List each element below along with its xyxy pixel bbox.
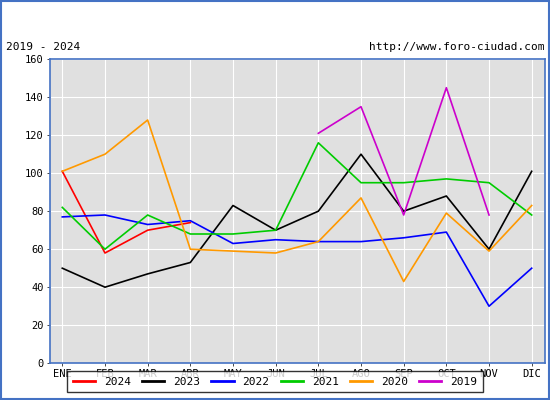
Text: 2019 - 2024: 2019 - 2024 [6, 42, 80, 52]
Legend: 2024, 2023, 2022, 2021, 2020, 2019: 2024, 2023, 2022, 2021, 2020, 2019 [67, 371, 483, 392]
Text: Evolucion Nº Turistas Extranjeros en el municipio de Puebla de Sancho Pérez: Evolucion Nº Turistas Extranjeros en el … [0, 12, 550, 27]
Text: http://www.foro-ciudad.com: http://www.foro-ciudad.com [369, 42, 544, 52]
